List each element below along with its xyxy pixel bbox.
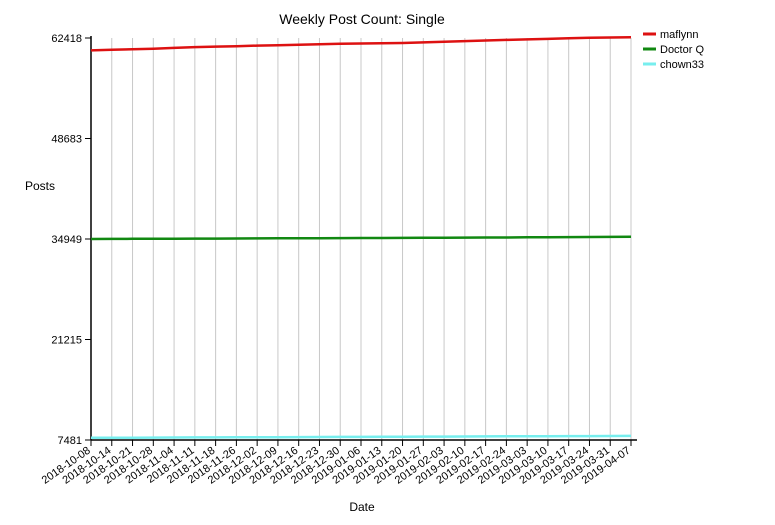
legend-label: maflynn [660, 29, 699, 41]
legend-label: chown33 [660, 59, 704, 71]
series-line [90, 434, 632, 440]
y-tick-label: 34949 [51, 234, 82, 246]
legend: maflynn Doctor Q chown33 [643, 29, 704, 71]
y-tick-label: 48683 [51, 134, 82, 146]
y-ticks: 7481 21215 34949 48683 62418 [51, 33, 91, 447]
legend-label: Doctor Q [660, 44, 704, 56]
series-line [90, 36, 632, 52]
chart-title: Weekly Post Count: Single [279, 11, 445, 27]
x-ticks: 2018-10-082018-10-142018-10-212018-10-28… [40, 440, 633, 487]
y-axis-label: Posts [25, 179, 55, 193]
y-tick-label: 21215 [51, 335, 82, 347]
y-tick-label: 7481 [58, 435, 82, 447]
x-axis-label: Date [349, 500, 375, 514]
y-tick-label: 62418 [51, 33, 82, 45]
series [90, 36, 632, 440]
series-line [90, 235, 632, 241]
